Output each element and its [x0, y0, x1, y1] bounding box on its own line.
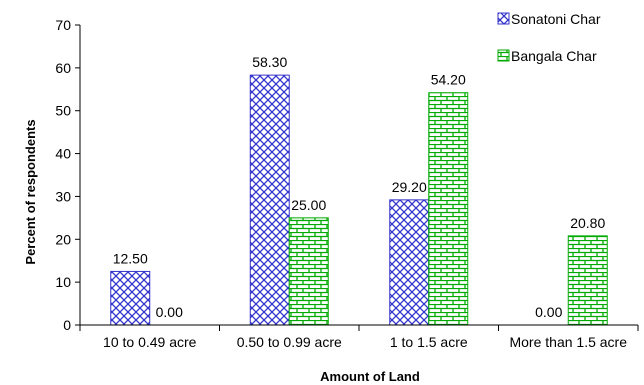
y-tick-label-30: 30 — [55, 188, 71, 204]
bar-s2-c2 — [288, 217, 329, 326]
x-axis-title: Amount of Land — [320, 369, 420, 384]
data-label-s1-c3: 29.20 — [392, 179, 427, 195]
x-axis-ticks: 10 to 0.49 acre 0.50 to 0.99 acre 1 to 1.5… — [79, 325, 639, 350]
bars — [110, 74, 608, 326]
legend-swatch-sonatoni-char — [497, 12, 510, 25]
legend-swatch-bangala-char — [497, 49, 510, 62]
data-label-s1-c4: 0.00 — [535, 304, 562, 320]
x-tick-label-3: 1 to 1.5 acre — [390, 334, 468, 350]
y-axis-ticks: 0 10 20 30 40 50 60 70 — [55, 17, 80, 333]
legend-label-sonatoni-char: Sonatoni Char — [511, 11, 601, 27]
data-label-s1-c1: 12.50 — [113, 250, 148, 266]
bar-s2-c4 — [567, 235, 608, 326]
bar-s1-c3 — [389, 199, 430, 326]
legend-label-bangala-char: Bangala Char — [511, 48, 597, 64]
x-tick-label-2: 0.50 to 0.99 acre — [237, 334, 342, 350]
bar-s1-c1 — [110, 270, 151, 326]
data-labels: 12.50 58.30 29.20 0.00 0.00 25.00 54.20 20.80 — [113, 54, 606, 320]
bar-s1-c2 — [249, 74, 290, 326]
data-label-s2-c2: 25.00 — [291, 197, 326, 213]
bar-s2-c3 — [428, 92, 469, 326]
data-label-s2-c4: 20.80 — [570, 215, 605, 231]
legend: Sonatoni Char Bangala Char — [497, 11, 601, 64]
y-tick-label-50: 50 — [55, 103, 71, 119]
data-label-s2-c3: 54.20 — [431, 72, 466, 88]
y-axis-title: Percent of respondents — [23, 119, 38, 264]
y-tick-label-20: 20 — [55, 231, 71, 247]
x-tick-label-4: More than 1.5 acre — [509, 334, 627, 350]
y-tick-label-40: 40 — [55, 146, 71, 162]
data-label-s2-c1: 0.00 — [156, 304, 183, 320]
y-tick-label-70: 70 — [55, 17, 71, 33]
y-tick-label-0: 0 — [63, 317, 71, 333]
x-tick-label-1: 10 to 0.49 acre — [103, 334, 197, 350]
y-tick-label-10: 10 — [55, 274, 71, 290]
y-tick-label-60: 60 — [55, 60, 71, 76]
data-label-s1-c2: 58.30 — [252, 54, 287, 70]
